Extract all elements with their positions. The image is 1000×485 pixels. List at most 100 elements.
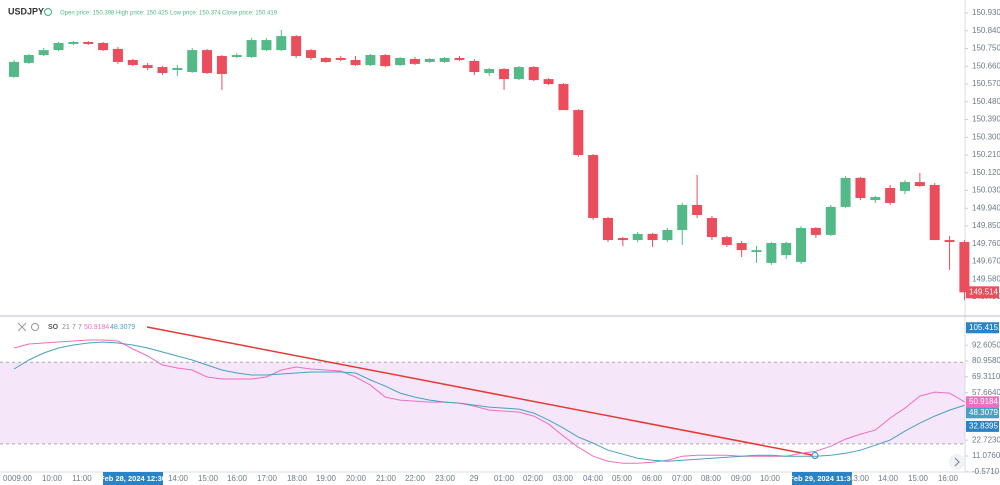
- status-icon: [43, 7, 53, 17]
- y-tick-label: 150.570: [972, 79, 1000, 88]
- candle-body: [439, 57, 450, 62]
- y-tick-label: 57.6640: [972, 388, 1000, 397]
- symbol: USDJPY: [8, 6, 44, 16]
- time-label: 11:00: [72, 474, 92, 483]
- candle-body: [276, 36, 287, 51]
- value-box-label: 105.4151: [969, 323, 1000, 332]
- candle-body: [246, 40, 257, 58]
- candle-body: [632, 233, 643, 241]
- time-label: 14:00: [878, 474, 899, 483]
- y-tick-label: -0.5710: [972, 467, 1000, 476]
- candle-body: [914, 182, 925, 187]
- time-label: 21:00: [376, 474, 397, 483]
- time-label: 15:00: [908, 474, 929, 483]
- candle-body: [157, 67, 168, 73]
- candle-body: [454, 57, 465, 60]
- y-tick-label: 150.930: [972, 8, 1000, 17]
- candle-body: [677, 204, 688, 230]
- candle-body: [929, 185, 940, 241]
- value-box: [966, 420, 999, 432]
- candle-body: [751, 250, 762, 253]
- time-label: 00: [3, 474, 12, 483]
- y-tick-label: 150.480: [972, 97, 1000, 106]
- candle-body: [484, 69, 495, 73]
- close-label: Close price: 150.419: [222, 11, 278, 17]
- time-label: 10:00: [760, 474, 781, 483]
- candle-body: [558, 84, 569, 111]
- close-indicator-button[interactable]: [17, 322, 27, 332]
- time-label: 29: [470, 474, 479, 483]
- time-highlight: [103, 472, 163, 485]
- scroll-right-button[interactable]: [949, 454, 965, 470]
- y-tick-label: 11.0760: [972, 451, 1000, 460]
- candle-body: [885, 187, 896, 203]
- candle-body: [528, 67, 539, 81]
- time-label: 23:00: [435, 474, 456, 483]
- candle-body: [721, 237, 732, 245]
- y-tick-label: 150.210: [972, 150, 1000, 159]
- value-box-label: 50.9184: [969, 397, 998, 406]
- candle-body: [409, 58, 420, 64]
- candle-body: [320, 57, 331, 62]
- time-label: 20:00: [346, 474, 367, 483]
- candle-body: [588, 155, 599, 218]
- open-label: Open price: 150.398: [60, 11, 115, 17]
- candle-body: [662, 229, 673, 241]
- high-label: High price: 150.425: [116, 11, 169, 17]
- candle-body: [617, 238, 628, 241]
- candle-body: [855, 177, 866, 199]
- time-label: 01:00: [494, 474, 515, 483]
- candle-body: [291, 36, 302, 57]
- candle-body: [647, 233, 658, 241]
- candle-body: [112, 48, 123, 62]
- trend-line-drawing[interactable]: [146, 326, 813, 456]
- candle-body: [499, 69, 510, 80]
- candle-body: [395, 57, 406, 66]
- candle-body: [469, 60, 480, 72]
- y-tick-label: 150.300: [972, 132, 1000, 141]
- time-label: 10:00: [42, 474, 63, 483]
- candle-body: [261, 40, 272, 51]
- scroll-right-icon: [954, 457, 960, 467]
- candle-body: [350, 59, 361, 66]
- time-label: 14:00: [168, 474, 189, 483]
- y-tick-label: 149.670: [972, 257, 1000, 266]
- candle-body: [23, 55, 34, 63]
- low-label: Low price: 150.374: [170, 11, 221, 17]
- time-label: 03:00: [553, 474, 574, 483]
- y-tick-label: 92.6050: [972, 340, 1000, 349]
- time-label: 02:00: [523, 474, 544, 483]
- last-price-label: 149.514: [969, 287, 998, 296]
- candle-body: [380, 55, 391, 67]
- value-box-label: 32.8395: [969, 422, 998, 431]
- so-line: [13, 341, 965, 462]
- y-tick-label: 149.580: [972, 274, 1000, 283]
- value-box: [966, 407, 999, 419]
- level-band: [0, 362, 965, 444]
- indicator-param: 21: [62, 324, 70, 331]
- candle-body: [944, 240, 955, 243]
- indicator-param: 7: [72, 324, 76, 331]
- candle-body: [424, 58, 435, 62]
- value-box: [966, 396, 999, 408]
- settings-button[interactable]: [31, 323, 39, 331]
- candle-body: [603, 217, 613, 241]
- time-label: 09:00: [12, 474, 33, 483]
- y-tick-label: 150.390: [972, 115, 1000, 124]
- candle-body: [796, 228, 807, 262]
- y-tick-label: 80.9580: [972, 356, 1000, 365]
- time-label: 08:00: [701, 474, 722, 483]
- indicator-name: SO: [48, 324, 59, 331]
- candle-body: [83, 42, 94, 44]
- time-label: 06:00: [642, 474, 663, 483]
- trend-line-handle[interactable]: [811, 452, 819, 459]
- y-tick-label: 150.840: [972, 26, 1000, 35]
- candle-body: [870, 197, 881, 201]
- candle-body: [810, 228, 821, 235]
- candle-body: [513, 67, 524, 80]
- y-tick-label: 149.760: [972, 239, 1000, 248]
- candle-body: [573, 110, 584, 156]
- time-label: 04:00: [583, 474, 604, 483]
- time-label: 17:00: [257, 474, 278, 483]
- candle-body: [692, 204, 703, 215]
